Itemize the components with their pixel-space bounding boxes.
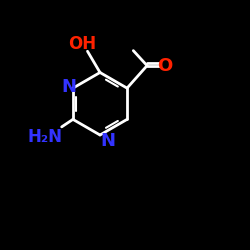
Text: N: N xyxy=(62,78,77,96)
Text: O: O xyxy=(157,57,172,75)
Text: OH: OH xyxy=(68,35,96,53)
Text: N: N xyxy=(100,132,115,150)
Text: H₂N: H₂N xyxy=(28,128,63,146)
